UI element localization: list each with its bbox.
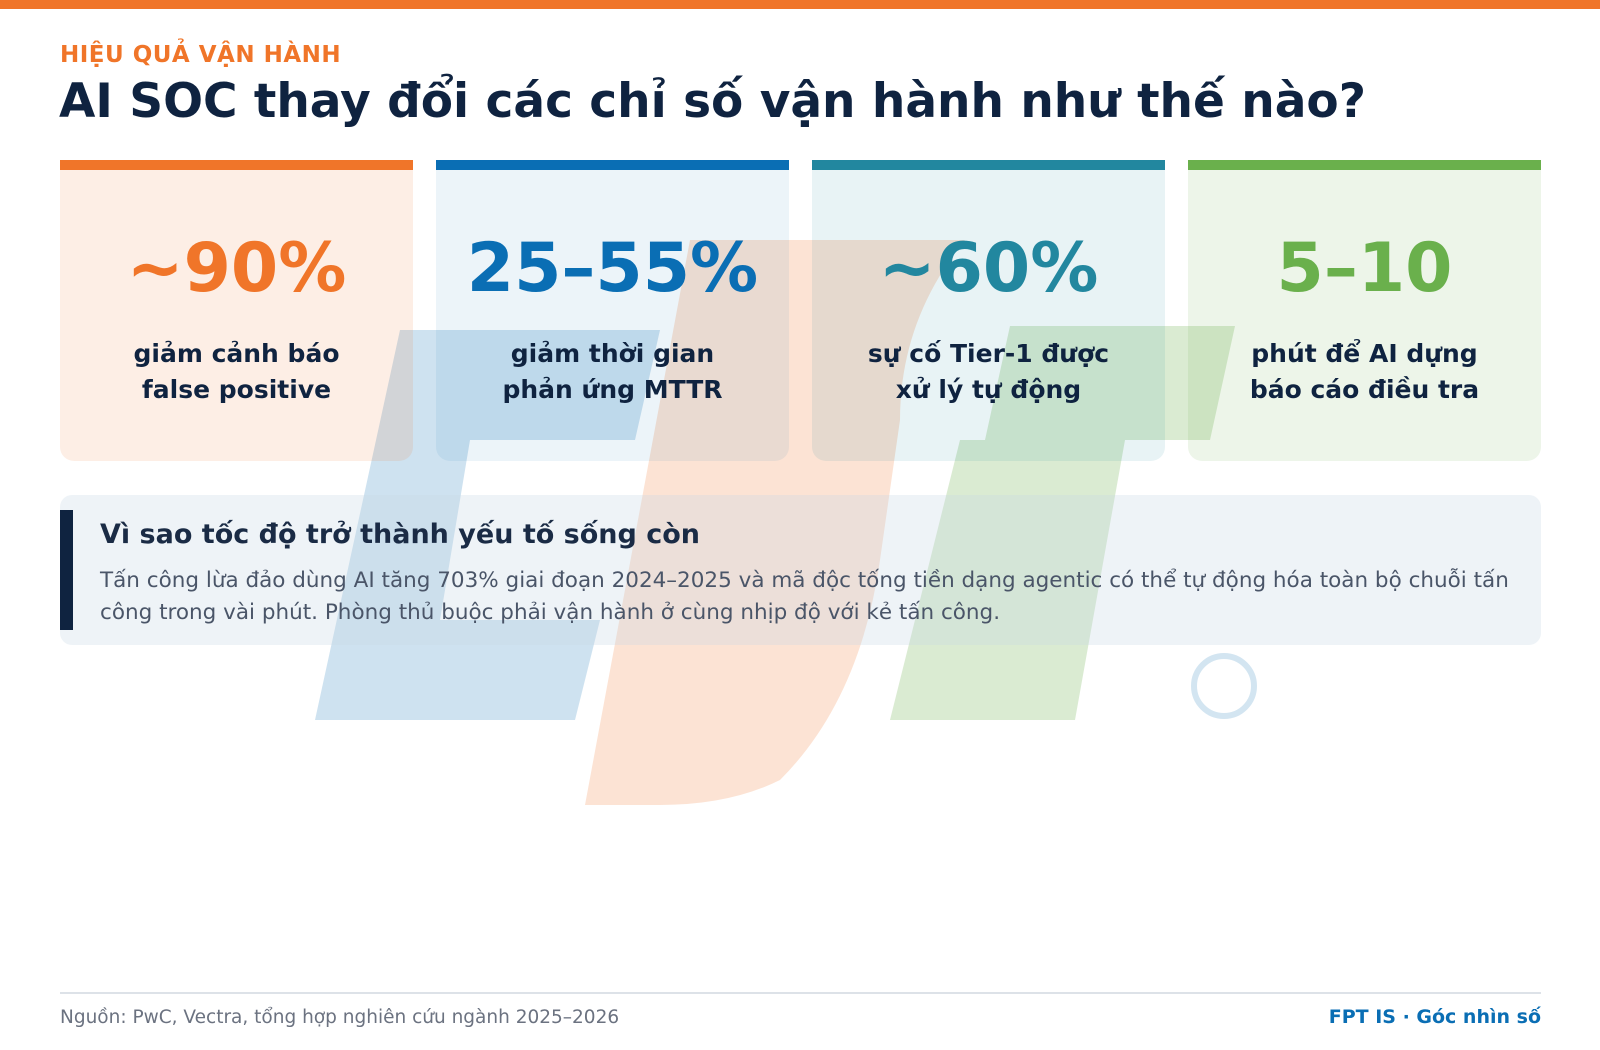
metric-label-line: false positive bbox=[141, 375, 332, 404]
metric-card: ~90% giảm cảnh báo false positive bbox=[60, 160, 413, 461]
top-bar bbox=[0, 0, 1600, 9]
metric-value: ~60% bbox=[878, 229, 1099, 308]
metric-label-line: giảm thời gian bbox=[510, 339, 715, 368]
metric-card: ~60% sự cố Tier-1 được xử lý tự động bbox=[812, 160, 1165, 461]
metric-label: giảm cảnh báo false positive bbox=[60, 336, 413, 408]
footer-rule bbox=[60, 992, 1541, 994]
metric-label-line: báo cáo điều tra bbox=[1249, 375, 1480, 404]
logo-reg bbox=[1191, 653, 1257, 719]
metric-label: sự cố Tier-1 được xử lý tự động bbox=[812, 336, 1165, 408]
metric-label-line: phút để AI dựng bbox=[1251, 339, 1478, 368]
metric-value: ~90% bbox=[126, 229, 347, 308]
metric-label-line: xử lý tự động bbox=[895, 375, 1082, 404]
callout-title: Vì sao tốc độ trở thành yếu tố sống còn bbox=[100, 519, 701, 550]
metric-label: giảm thời gian phản ứng MTTR bbox=[436, 336, 789, 408]
callout-body: Tấn công lừa đảo dùng AI tăng 703% giai … bbox=[100, 568, 1509, 625]
brand: FPT IS · Góc nhìn số bbox=[1328, 1006, 1541, 1028]
callout-bar bbox=[60, 510, 73, 630]
metric-label: phút để AI dựng báo cáo điều tra bbox=[1188, 336, 1541, 408]
kicker: HIỆU QUẢ VẬN HÀNH bbox=[60, 42, 342, 68]
source: Nguồn: PwC, Vectra, tổng hợp nghiên cứu … bbox=[60, 1007, 620, 1028]
metric-label-line: sự cố Tier-1 được bbox=[867, 339, 1110, 368]
title: AI SOC thay đổi các chỉ số vận hành như … bbox=[59, 74, 1366, 129]
metric-value: 25–55% bbox=[466, 229, 759, 308]
metric-label-line: phản ứng MTTR bbox=[502, 375, 723, 404]
metric-card: 25–55% giảm thời gian phản ứng MTTR bbox=[436, 160, 789, 461]
callout: Vì sao tốc độ trở thành yếu tố sống còn … bbox=[60, 495, 1541, 645]
metric-label-line: giảm cảnh báo bbox=[133, 339, 340, 368]
metric-value: 5–10 bbox=[1276, 229, 1453, 308]
metric-card: 5–10 phút để AI dựng báo cáo điều tra bbox=[1188, 160, 1541, 461]
